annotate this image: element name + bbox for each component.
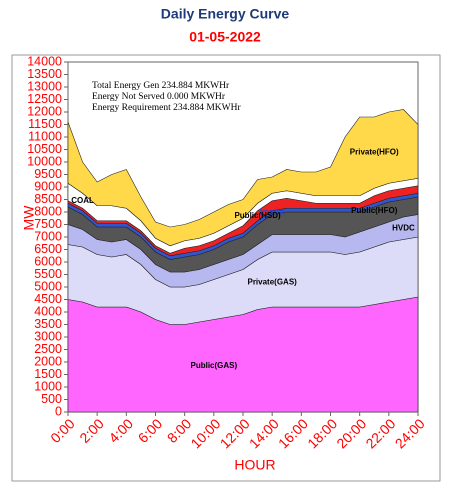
- y-tick-label: 11000: [28, 129, 62, 143]
- x-tick-label: 20:00: [333, 415, 369, 451]
- x-tick-label: 22:00: [362, 415, 398, 451]
- y-tick-label: 5500: [34, 267, 62, 281]
- y-axis-label: MW: [21, 205, 37, 231]
- series-label: COAL: [71, 196, 94, 205]
- y-tick-label: 1000: [34, 379, 62, 393]
- x-tick-label: 14:00: [246, 415, 282, 451]
- x-tick-label: 16:00: [275, 415, 311, 451]
- y-tick-label: 8500: [34, 192, 62, 206]
- chart-frame: [11, 54, 441, 482]
- series-label: Private(HFO): [350, 148, 399, 157]
- y-tick-label: 4500: [34, 292, 62, 306]
- x-tick-label: 4:00: [105, 415, 136, 446]
- y-tick-label: 10500: [27, 142, 62, 156]
- chart-title: Daily Energy Curve: [161, 6, 290, 22]
- series-label: Public(GAS): [190, 361, 237, 370]
- series-label: Import: [260, 208, 285, 217]
- y-tick-label: 12500: [27, 92, 62, 106]
- y-tick-label: 5000: [34, 279, 62, 293]
- y-tick-label: 6500: [34, 242, 62, 256]
- y-tick-label: 12000: [27, 104, 62, 118]
- y-tick-label: 13000: [27, 79, 62, 93]
- annotation: Energy Requirement 234.884 MKWHr: [92, 103, 241, 113]
- series-label: Private(GAS): [247, 277, 297, 286]
- x-tick-label: 2:00: [76, 415, 107, 446]
- x-tick-label: 12:00: [217, 415, 253, 451]
- x-tick-label: 10:00: [187, 415, 223, 451]
- y-tick-label: 10000: [27, 154, 62, 168]
- plot-layers: [67, 109, 419, 413]
- y-tick-label: 13500: [27, 67, 62, 81]
- x-tick-label: 6:00: [135, 415, 166, 446]
- y-tick-label: 2500: [34, 342, 62, 356]
- y-tick-label: 8000: [34, 204, 62, 218]
- y-tick-label: 3000: [34, 329, 62, 343]
- y-tick-label: 7500: [34, 217, 62, 231]
- y-tick-label: 11500: [28, 117, 62, 131]
- x-axis-label: HOUR: [234, 457, 275, 473]
- y-tick-label: 0: [55, 404, 62, 418]
- y-tick-label: 1500: [34, 367, 62, 381]
- x-tick-label: 24:00: [392, 415, 428, 451]
- series-label: Public(HSD): [234, 211, 281, 220]
- area: [67, 109, 419, 247]
- annotation: Energy Not Served 0.000 MKWHr: [92, 92, 226, 102]
- y-tick-label: 3500: [34, 317, 62, 331]
- y-tick-label: 500: [41, 392, 62, 406]
- y-tick-label: 9500: [34, 167, 62, 181]
- y-tick-label: 7000: [34, 229, 62, 243]
- annotation: Total Energy Gen 234.884 MKWHr: [92, 81, 230, 91]
- y-tick-label: 6000: [34, 254, 62, 268]
- x-tick-label: 0:00: [47, 415, 78, 446]
- x-tick-label: 18:00: [304, 415, 340, 451]
- series-label: Public(HFO): [351, 206, 398, 215]
- y-tick-label: 14000: [27, 54, 62, 68]
- series-label: HVDC: [392, 223, 415, 232]
- y-tick-label: 4000: [34, 304, 62, 318]
- y-tick-label: 9000: [34, 179, 62, 193]
- y-tick-label: 2000: [34, 354, 62, 368]
- chart-subtitle: 01-05-2022: [189, 29, 261, 45]
